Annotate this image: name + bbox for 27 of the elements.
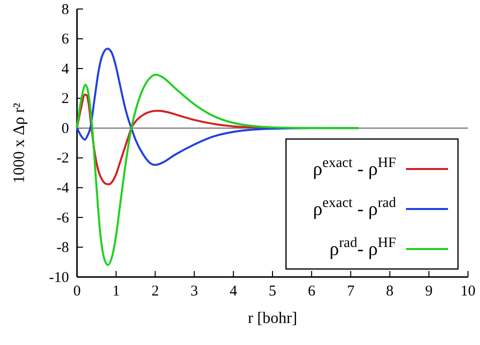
line-series	[76, 74, 360, 266]
y-tick-label: 2	[62, 91, 69, 108]
y-axis-title: 1000 x Δρ r²	[11, 102, 28, 184]
x-tick-label: 3	[190, 284, 198, 300]
y-tick-label: 0	[62, 120, 69, 137]
x-axis-title: r [bohr]	[248, 310, 298, 327]
y-tick-label: -10	[49, 270, 69, 286]
x-tick-label: 6	[308, 284, 316, 300]
y-tick-label: 6	[62, 32, 70, 48]
y-tick-label: -2	[56, 150, 69, 167]
x-tick-label: 5	[268, 284, 276, 300]
legend-label: ρ$^{exact}$ - ρ$^{rad}$	[312, 195, 396, 220]
y-tick-label: -8	[56, 240, 69, 256]
y-tick-label: -4	[56, 180, 70, 196]
x-tick-label: 1	[112, 284, 120, 300]
y-tick-label: 8	[62, 2, 69, 18]
legend-label: ρ$^{exact}$ - ρ$^{HF}$	[312, 155, 396, 180]
x-tick-label: 0	[73, 284, 81, 300]
x-tick-label: 10	[460, 284, 476, 300]
y-tick-label: 4	[62, 61, 70, 78]
legend-label: ρ$^{rad}$- ρ$^{HF}$	[330, 235, 396, 260]
y-tick-label: -6	[56, 210, 70, 226]
x-tick-label: 2	[151, 284, 159, 300]
x-tick-label: 4	[230, 284, 238, 300]
x-tick-label: 7	[346, 284, 355, 300]
x-tick-label: 9	[425, 284, 433, 300]
x-tick-label: 8	[386, 284, 394, 300]
